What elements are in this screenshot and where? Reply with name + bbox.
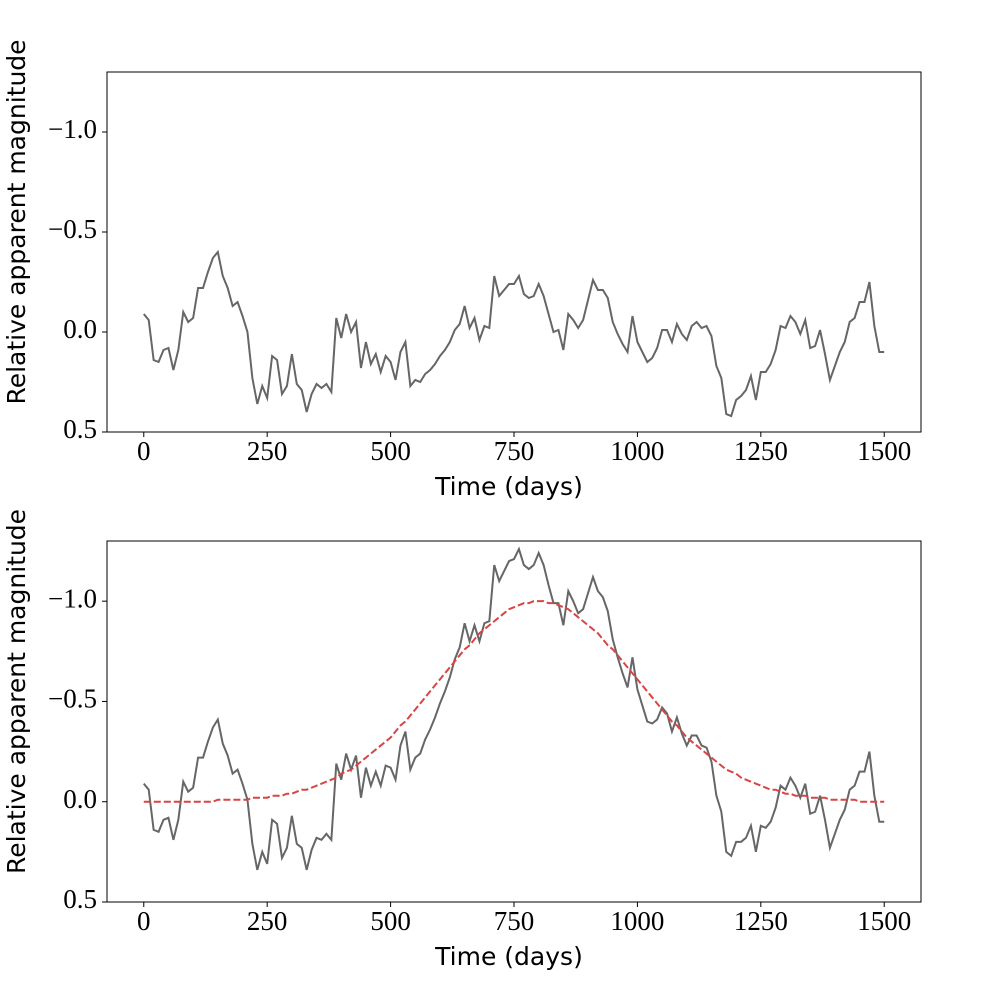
x-tick-label: 750 (494, 906, 535, 936)
chart-panel: 0 250 500 750 1000 1250 1500 −1.0 −0.5 0.0 0.5 Time… (2, 39, 922, 501)
x-axis-label: Time (days) (434, 942, 583, 971)
y-tick-label: 0.0 (63, 784, 97, 814)
y-tick-label: −0.5 (48, 214, 97, 244)
data-line (143, 249, 885, 418)
x-tick-label: 1000 (610, 436, 664, 466)
y-tick-label: −0.5 (48, 684, 97, 714)
y-tick-label: 0.5 (63, 414, 97, 444)
data-line (143, 546, 885, 871)
axes-frame (106, 71, 922, 433)
x-tick-label: 0 (137, 436, 151, 466)
y-axis-label: Relative apparent magnitude (2, 39, 31, 404)
x-axis-label: Time (days) (434, 472, 583, 501)
x-tick-label: 1500 (857, 436, 911, 466)
y-tick-label: −1.0 (48, 583, 97, 613)
x-tick-label: 0 (137, 906, 151, 936)
y-tick-label: 0.0 (63, 314, 97, 344)
x-tick-label: 500 (370, 906, 411, 936)
x-tick-label: 250 (247, 436, 288, 466)
data-line (143, 600, 885, 803)
y-tick-label: 0.5 (63, 884, 97, 914)
y-tick-label: −1.0 (48, 114, 97, 144)
x-tick-label: 1000 (610, 906, 664, 936)
x-tick-label: 1500 (857, 906, 911, 936)
x-tick-label: 1250 (734, 906, 788, 936)
y-axis-label: Relative apparent magnitude (2, 509, 31, 874)
axes-frame (106, 540, 922, 903)
x-tick-label: 1250 (734, 436, 788, 466)
x-tick-label: 750 (494, 436, 535, 466)
x-tick-label: 250 (247, 906, 288, 936)
chart-panel: 0 250 500 750 1000 1250 1500 −1.0 −0.5 0.0 0.5 Time… (2, 509, 922, 971)
x-tick-label: 500 (370, 436, 411, 466)
